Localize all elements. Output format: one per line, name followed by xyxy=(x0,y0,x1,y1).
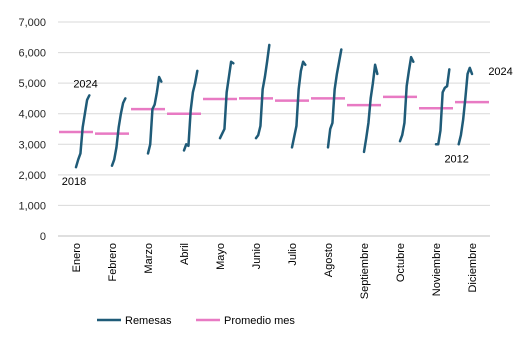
x-category-label: Octubre xyxy=(395,243,407,282)
y-tick-label: 5,000 xyxy=(18,78,46,90)
remesas-line xyxy=(398,55,415,143)
y-tick-label: 0 xyxy=(40,231,46,243)
remesas-line xyxy=(290,60,307,149)
remesas-line xyxy=(74,94,91,169)
remesas-line xyxy=(326,48,343,149)
x-category-label: Julio xyxy=(287,243,299,266)
y-tick-label: 1,000 xyxy=(18,200,46,212)
x-category-label: Diciembre xyxy=(467,243,479,293)
x-category-label: Septiembre xyxy=(359,243,371,299)
remesas-line xyxy=(457,66,474,146)
x-category-label: Marzo xyxy=(143,243,155,274)
x-category-label: Junio xyxy=(251,243,263,269)
x-category-label: Mayo xyxy=(215,243,227,270)
year-annotation: 2024 xyxy=(73,78,97,90)
remesas-line xyxy=(362,63,379,154)
y-tick-label: 6,000 xyxy=(18,48,46,60)
remesas-line xyxy=(110,97,127,167)
year-annotation: 2024 xyxy=(488,66,512,78)
y-tick-label: 4,000 xyxy=(18,109,46,121)
remesas-line xyxy=(182,69,199,152)
remesas-line xyxy=(434,68,451,146)
remesas-line xyxy=(146,75,163,155)
y-tick-label: 7,000 xyxy=(18,17,46,29)
year-annotation: 2012 xyxy=(444,153,468,165)
year-annotation: 2018 xyxy=(62,176,86,188)
y-tick-label: 3,000 xyxy=(18,139,46,151)
remesas-line xyxy=(218,60,235,140)
x-category-label: Abril xyxy=(179,243,191,265)
x-category-label: Agosto xyxy=(323,243,335,277)
y-tick-label: 2,000 xyxy=(18,170,46,182)
x-category-label: Enero xyxy=(71,243,83,272)
remesas-line xyxy=(254,43,271,140)
legend-label-remesas: Remesas xyxy=(125,315,172,327)
x-category-label: Noviembre xyxy=(431,243,443,296)
x-category-label: Febrero xyxy=(107,243,119,282)
legend-label-promedio: Promedio mes xyxy=(224,315,295,327)
